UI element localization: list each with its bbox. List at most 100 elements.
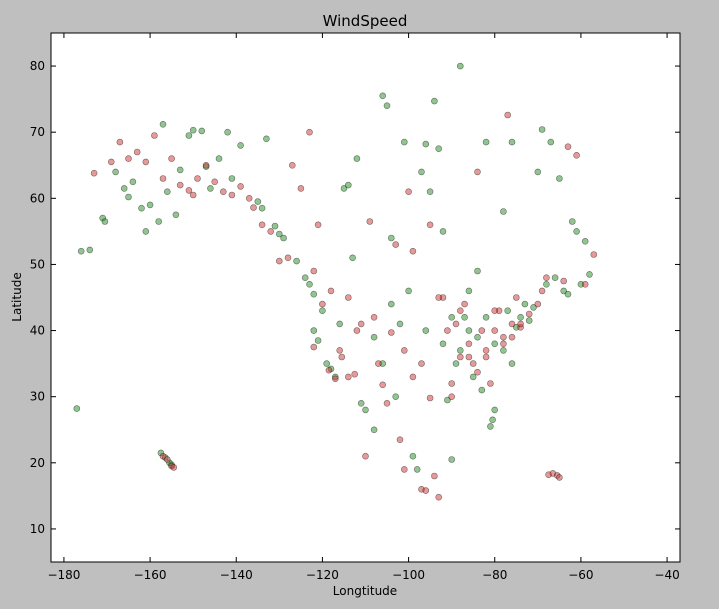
x-tick-label-2: −140 <box>220 568 253 582</box>
scatter-point-s0-51 <box>392 393 400 401</box>
scatter-point-s0-100 <box>370 333 378 341</box>
scatter-point-s0-84 <box>538 126 546 133</box>
scatter-point-s0-67 <box>465 287 473 295</box>
scatter-point-s1-0 <box>90 169 98 177</box>
scatter-point-s0-57 <box>422 140 430 148</box>
scatter-point-s0-17 <box>185 132 193 139</box>
scatter-point-s0-18 <box>189 126 197 134</box>
scatter-point-s0-74 <box>491 406 499 414</box>
scatter-point-s1-67 <box>525 310 533 318</box>
x-axis-ticks: −180 −160 −140 −120 −100 −80 −60 −40 <box>47 33 680 582</box>
scatter-point-s1-102 <box>517 320 524 328</box>
scatter-point-s1-53 <box>461 300 468 308</box>
scatter-point-s1-8 <box>168 155 175 162</box>
scatter-point-s0-62 <box>444 396 451 404</box>
x-tick-label-0: −180 <box>47 568 80 582</box>
scatter-point-s1-55 <box>469 360 477 367</box>
scatter-point-s0-112 <box>500 347 507 354</box>
scatter-point-s0-27 <box>258 204 266 212</box>
scatter-point-s1-76 <box>564 143 572 150</box>
scatter-point-s1-105 <box>409 373 417 381</box>
scatter-point-s0-29 <box>271 222 279 230</box>
scatter-point-s1-9 <box>176 181 184 189</box>
scatter-point-s1-57 <box>478 327 486 334</box>
scatter-point-s0-53 <box>400 138 408 146</box>
y-tick-label-3: 40 <box>30 324 45 338</box>
y-tick-label-5: 60 <box>30 191 45 205</box>
scatter-point-s1-80 <box>159 452 167 460</box>
scatter-point-s1-37 <box>383 399 391 407</box>
chart-title: WindSpeed <box>323 12 408 30</box>
scatter-point-s0-34 <box>310 290 318 298</box>
scatter-point-s0-4 <box>101 218 109 225</box>
scatter-point-s0-77 <box>508 138 516 146</box>
scatter-point-s0-86 <box>547 138 555 146</box>
scatter-point-s1-22 <box>275 257 283 265</box>
scatter-point-s1-70 <box>543 274 550 282</box>
scatter-point-s0-49 <box>383 102 391 109</box>
scatter-point-s0-94 <box>581 238 589 245</box>
scatter-point-s1-42 <box>409 247 417 255</box>
scatter-point-s1-23 <box>284 254 292 262</box>
scatter-point-s1-63 <box>504 111 512 119</box>
scatter-point-s1-85 <box>331 375 339 383</box>
scatter-point-s0-83 <box>534 168 542 176</box>
scatter-point-s1-21 <box>267 228 275 235</box>
scatter-point-s1-92 <box>426 394 434 402</box>
scatter-point-s0-64 <box>452 360 460 367</box>
scatter-point-s0-42 <box>344 181 352 189</box>
y-axis-ticks: 10 20 30 40 50 60 70 80 <box>30 59 680 536</box>
scatter-point-s1-83 <box>170 464 178 471</box>
scatter-point-s1-36 <box>375 360 382 367</box>
scatter-point-s0-5 <box>112 168 119 176</box>
scatter-point-s0-30 <box>275 230 283 238</box>
scatter-point-s1-30 <box>327 287 335 295</box>
scatter-point-s1-11 <box>189 191 197 199</box>
scatter-point-s1-29 <box>319 300 326 308</box>
scatter-point-s0-7 <box>125 193 132 201</box>
scatter-point-s1-38 <box>392 241 400 248</box>
scatter-point-s1-28 <box>314 221 322 229</box>
scatter-point-s1-17 <box>237 183 244 190</box>
scatter-point-s1-86 <box>344 294 352 301</box>
scatter-point-s1-99 <box>491 307 499 315</box>
scatter-point-s0-44 <box>353 155 361 162</box>
scatter-point-s1-45 <box>426 221 434 229</box>
scatter-point-s0-50 <box>387 234 395 242</box>
scatter-point-s1-95 <box>456 307 464 315</box>
scatter-point-s1-49 <box>444 327 451 334</box>
scatter-point-s1-81 <box>164 456 171 463</box>
scatter-point-s0-26 <box>254 198 262 205</box>
scatter-point-s0-65 <box>456 62 464 70</box>
scatter-point-s1-93 <box>435 294 443 301</box>
scatter-point-s0-68 <box>469 373 477 381</box>
scatter-point-s1-56 <box>474 168 481 176</box>
scatter-point-s0-115 <box>310 327 318 334</box>
scatter-point-s0-73 <box>489 416 496 424</box>
scatter-point-s0-15 <box>172 211 180 219</box>
scatter-point-s0-37 <box>323 360 331 367</box>
scatter-point-s1-41 <box>405 188 412 195</box>
scatter-point-s0-9 <box>138 204 145 212</box>
scatter-point-s0-111 <box>491 340 499 348</box>
scatter-point-s0-72 <box>487 423 494 430</box>
scatter-point-s0-24 <box>228 175 236 182</box>
scatter-point-s1-6 <box>151 132 158 139</box>
y-axis-label: Latitude <box>10 272 24 321</box>
scatter-point-s1-4 <box>133 148 141 156</box>
scatter-point-s1-5 <box>142 158 150 166</box>
x-tick-label-5: −80 <box>482 568 507 582</box>
scatter-point-s1-94 <box>448 393 456 401</box>
scatter-point-s1-87 <box>357 320 365 328</box>
scatter-point-s1-69 <box>538 287 546 295</box>
scatter-point-s0-104 <box>422 327 430 334</box>
scatter-point-s0-90 <box>564 290 572 298</box>
scatter-point-s0-113 <box>508 360 516 367</box>
scatter-point-s0-36 <box>319 307 326 315</box>
scatter-point-s0-81 <box>525 317 533 324</box>
scatter-point-s1-26 <box>306 128 313 136</box>
scatter-point-s1-100 <box>500 340 507 348</box>
scatter-point-s1-79 <box>590 251 598 258</box>
scatter-point-s0-55 <box>413 466 421 473</box>
scatter-point-s1-91 <box>418 360 425 367</box>
